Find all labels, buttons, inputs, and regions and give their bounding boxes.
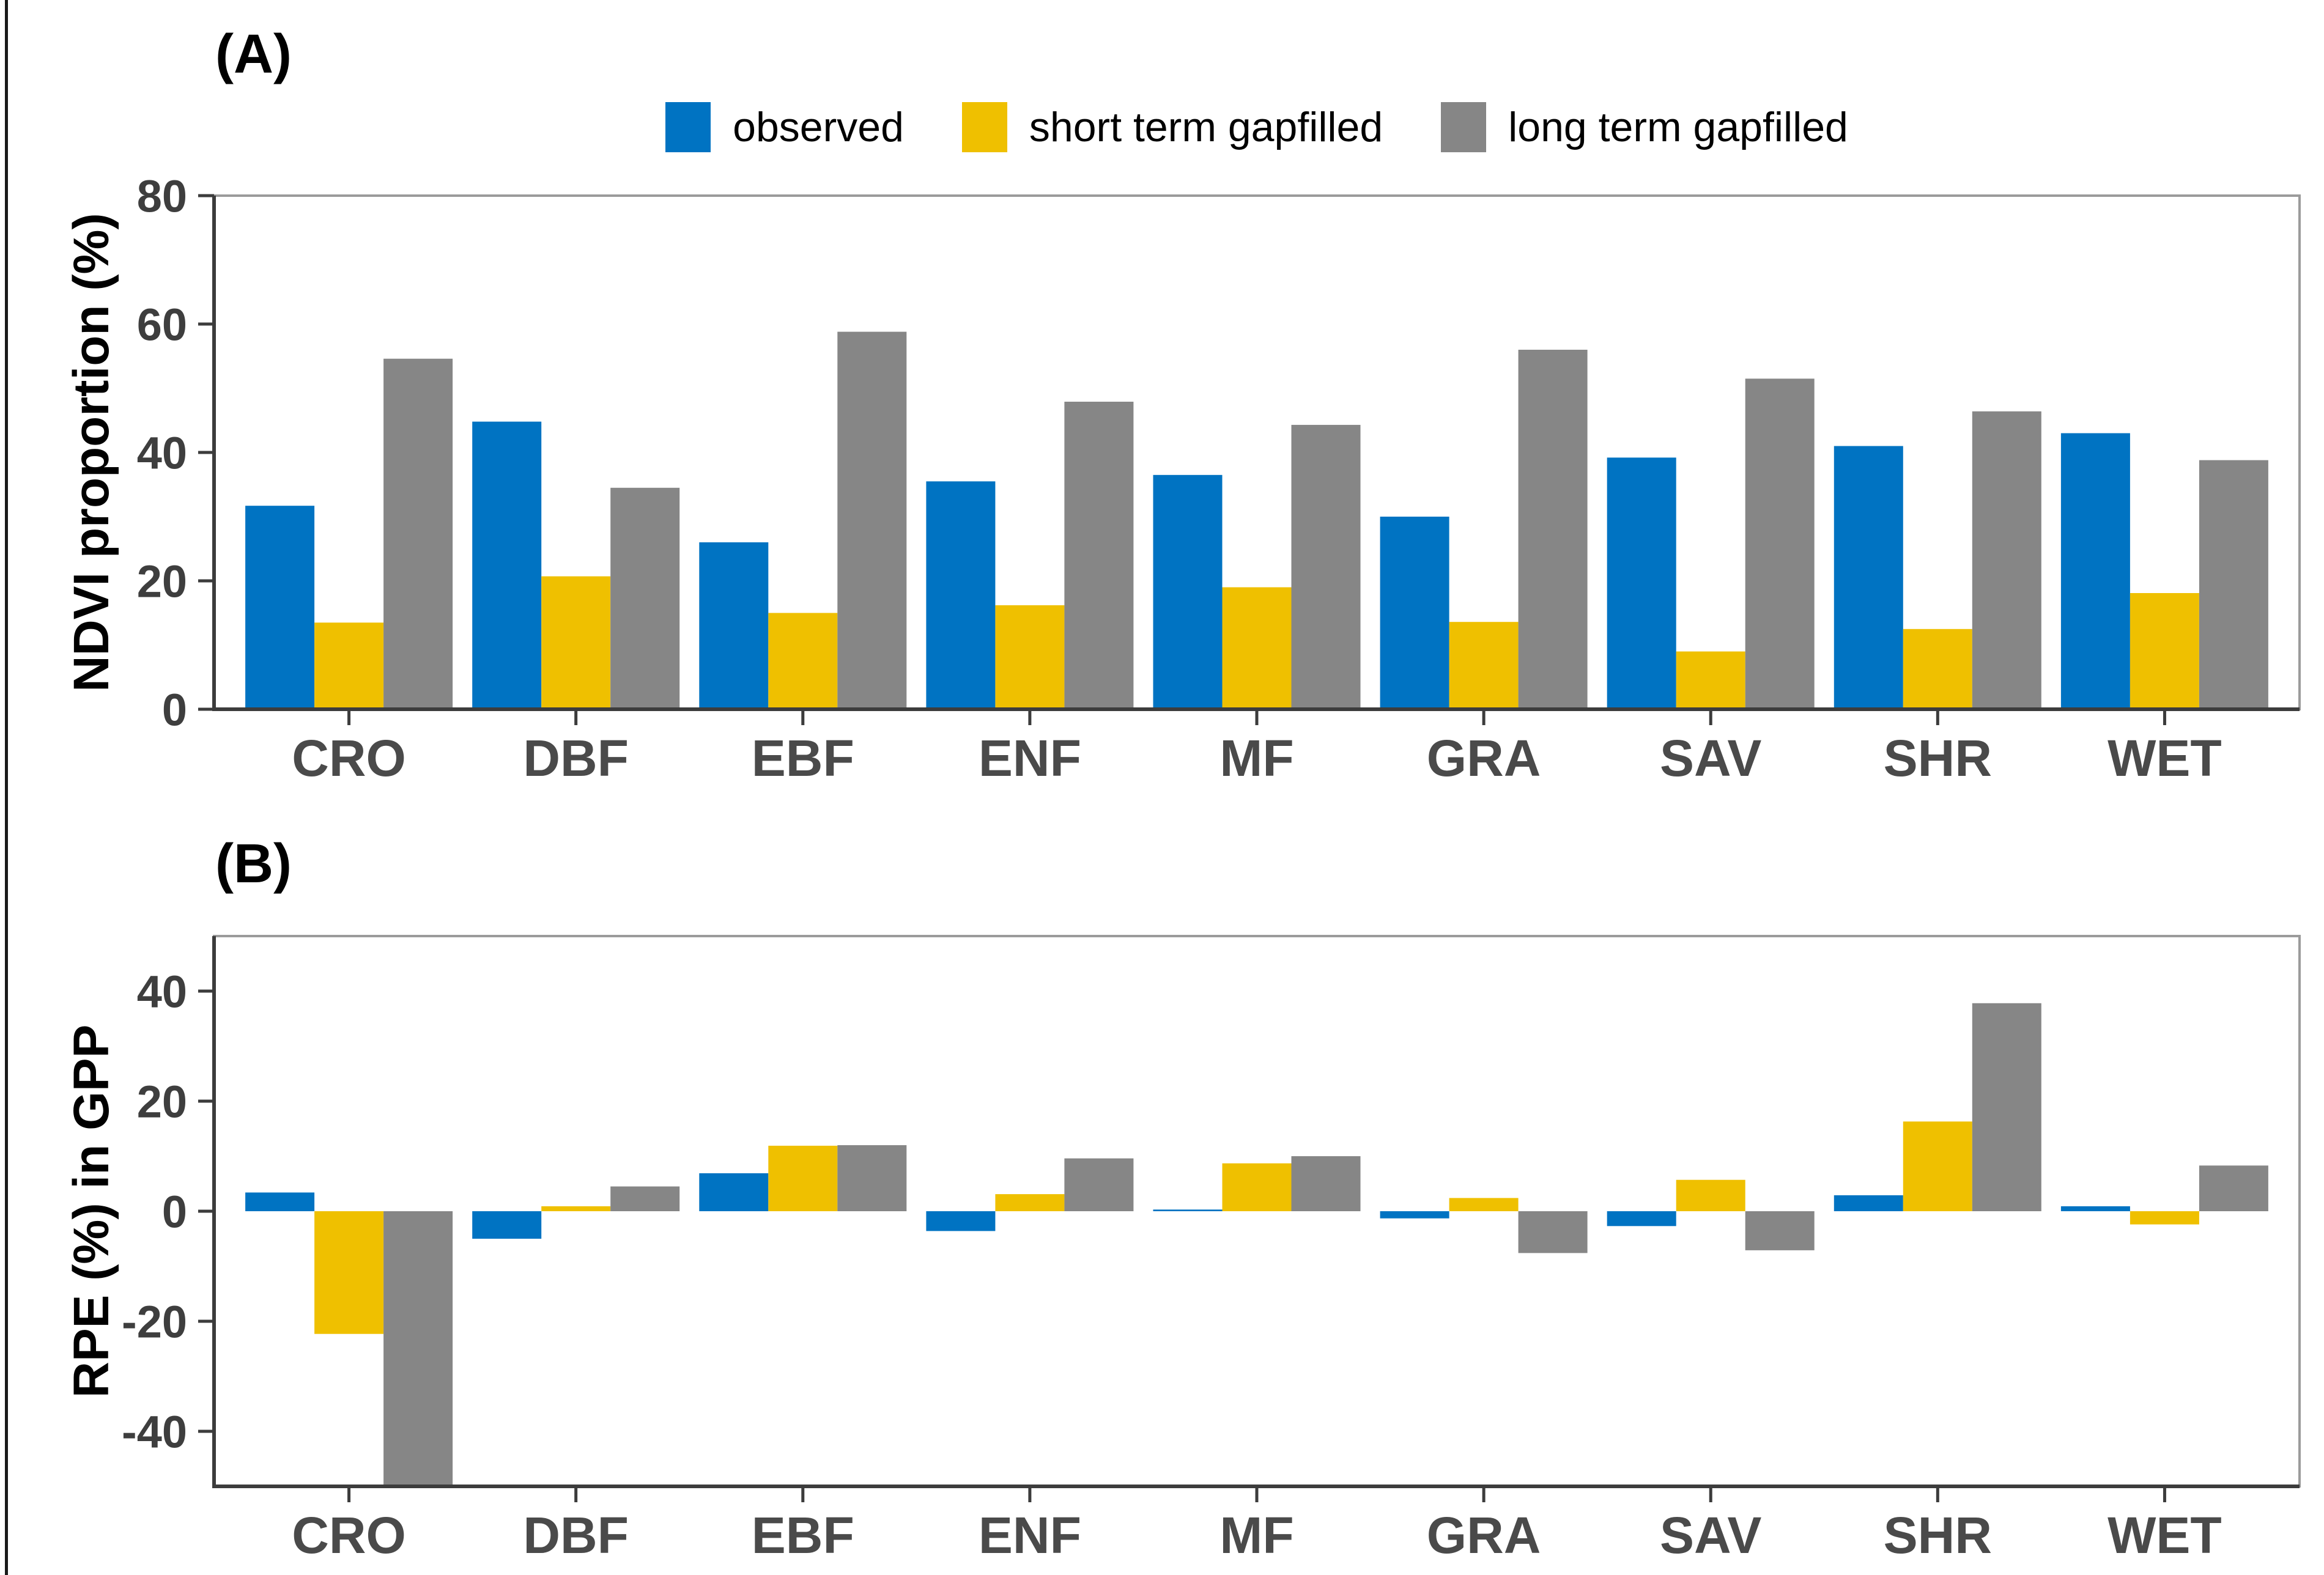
bar-A-DBF-observed xyxy=(472,421,542,709)
bar-B-CRO-short-term-gapfilled xyxy=(314,1211,384,1334)
panel-A-category-label-GRA: GRA xyxy=(1427,729,1541,787)
bar-A-EBF-short-term-gapfilled xyxy=(768,613,838,709)
bar-B-SHR-long-term-gapfilled xyxy=(1972,1003,2041,1211)
bar-A-SAV-short-term-gapfilled xyxy=(1676,651,1745,709)
bar-A-ENF-observed xyxy=(926,481,996,710)
panel-a-label: (A) xyxy=(215,24,292,85)
panel-A-category-label-MF: MF xyxy=(1219,729,1293,787)
bar-A-EBF-observed xyxy=(699,542,769,709)
bar-A-GRA-long-term-gapfilled xyxy=(1518,350,1588,709)
bar-A-DBF-short-term-gapfilled xyxy=(541,576,611,709)
bar-B-DBF-observed xyxy=(472,1211,542,1239)
bar-A-GRA-short-term-gapfilled xyxy=(1449,622,1519,709)
panel-B-category-label-CRO: CRO xyxy=(292,1507,406,1564)
bar-B-GRA-short-term-gapfilled xyxy=(1449,1198,1519,1211)
bar-B-SHR-short-term-gapfilled xyxy=(1903,1121,1972,1211)
bar-A-GRA-observed xyxy=(1380,517,1449,709)
bar-A-EBF-long-term-gapfilled xyxy=(837,331,907,709)
bar-A-CRO-short-term-gapfilled xyxy=(314,622,384,710)
bar-A-SHR-observed xyxy=(1834,446,1903,709)
panel-A-category-label-SHR: SHR xyxy=(1884,729,1992,787)
panel-B-category-label-DBF: DBF xyxy=(523,1507,629,1564)
panel-A-category-label-EBF: EBF xyxy=(752,729,854,787)
legend-swatch-observed xyxy=(665,102,711,152)
panel-A-category-label-WET: WET xyxy=(2108,729,2222,787)
bar-A-WET-observed xyxy=(2060,433,2130,709)
legend-swatch-short-term-gapfilled xyxy=(961,102,1007,152)
panel-B-category-label-GRA: GRA xyxy=(1427,1507,1541,1564)
bar-A-CRO-long-term-gapfilled xyxy=(383,358,453,709)
panel-A-y-tick-label: 0 xyxy=(162,685,187,736)
bar-A-MF-short-term-gapfilled xyxy=(1222,587,1292,709)
bar-A-ENF-long-term-gapfilled xyxy=(1064,402,1134,709)
legend-item-observed: observed xyxy=(665,102,904,152)
panel-A-category-label-ENF: ENF xyxy=(979,729,1081,787)
bar-B-MF-observed xyxy=(1153,1209,1223,1211)
panel-B-category-label-WET: WET xyxy=(2108,1507,2222,1564)
bar-B-DBF-short-term-gapfilled xyxy=(541,1206,611,1211)
panel-B-category-label-MF: MF xyxy=(1219,1507,1293,1564)
bar-A-DBF-long-term-gapfilled xyxy=(610,487,680,710)
legend-label-observed: observed xyxy=(733,104,904,150)
panel-B-category-label-EBF: EBF xyxy=(752,1507,854,1564)
panel-A-y-tick-label: 80 xyxy=(137,171,187,222)
bar-A-MF-long-term-gapfilled xyxy=(1291,424,1361,709)
bar-A-CRO-observed xyxy=(245,506,315,709)
legend-item-long-term-gapfilled: long term gapfilled xyxy=(1441,102,1848,152)
panel-B-y-tick-label: 20 xyxy=(137,1077,187,1127)
bar-B-WET-observed xyxy=(2060,1206,2130,1211)
panel-B-y-tick-label: 0 xyxy=(162,1187,187,1238)
panel-B-category-label-SAV: SAV xyxy=(1660,1507,1761,1564)
bar-A-SAV-long-term-gapfilled xyxy=(1745,378,1815,710)
bar-B-GRA-long-term-gapfilled xyxy=(1518,1211,1588,1253)
bar-B-MF-long-term-gapfilled xyxy=(1291,1156,1361,1211)
bar-B-MF-short-term-gapfilled xyxy=(1222,1163,1292,1211)
page-edge-rule xyxy=(5,0,8,1575)
legend-swatch-long-term-gapfilled xyxy=(1441,102,1487,152)
bar-B-WET-short-term-gapfilled xyxy=(2130,1211,2199,1225)
bar-B-ENF-observed xyxy=(926,1211,996,1231)
bar-B-GRA-observed xyxy=(1380,1211,1449,1219)
panel-A-category-label-DBF: DBF xyxy=(523,729,629,787)
legend: observed short term gapfilled long term ga… xyxy=(214,90,2300,164)
bar-A-ENF-short-term-gapfilled xyxy=(995,605,1065,709)
bar-A-WET-short-term-gapfilled xyxy=(2130,593,2199,709)
panel-B-category-label-SHR: SHR xyxy=(1884,1507,1992,1564)
panel-A-category-label-CRO: CRO xyxy=(292,729,406,787)
panel-A-y-tick-label: 40 xyxy=(137,428,187,479)
bar-B-CRO-observed xyxy=(245,1192,315,1211)
bar-B-EBF-observed xyxy=(699,1173,769,1211)
panel-B-y-tick-label: 40 xyxy=(137,967,187,1017)
legend-label-long-term-gapfilled: long term gapfilled xyxy=(1508,104,1848,150)
bar-B-ENF-short-term-gapfilled xyxy=(995,1194,1065,1211)
bar-A-SHR-long-term-gapfilled xyxy=(1972,411,2041,709)
bar-A-SAV-observed xyxy=(1607,457,1676,709)
bar-A-SHR-short-term-gapfilled xyxy=(1903,629,1972,710)
legend-item-short-term-gapfilled: short term gapfilled xyxy=(961,102,1383,152)
panel-B-y-tick-label: -40 xyxy=(122,1407,187,1458)
panel-b-label: (B) xyxy=(215,833,292,894)
bar-B-WET-long-term-gapfilled xyxy=(2199,1165,2268,1211)
panel-B-y-tick-label: -20 xyxy=(122,1297,187,1348)
bar-B-ENF-long-term-gapfilled xyxy=(1064,1158,1134,1211)
bar-B-SAV-observed xyxy=(1607,1211,1676,1226)
bar-B-EBF-long-term-gapfilled xyxy=(837,1145,907,1211)
bar-B-CRO-long-term-gapfilled xyxy=(383,1211,453,1486)
bar-B-EBF-short-term-gapfilled xyxy=(768,1145,838,1211)
bar-B-SAV-short-term-gapfilled xyxy=(1676,1179,1745,1211)
legend-label-short-term-gapfilled: short term gapfilled xyxy=(1029,104,1383,150)
panel-A-y-tick-label: 60 xyxy=(137,300,187,350)
panel-B-category-label-ENF: ENF xyxy=(979,1507,1081,1564)
panel-A-category-label-SAV: SAV xyxy=(1660,729,1761,787)
bar-B-DBF-long-term-gapfilled xyxy=(610,1186,680,1211)
bar-A-WET-long-term-gapfilled xyxy=(2199,460,2268,709)
bar-B-SAV-long-term-gapfilled xyxy=(1745,1211,1815,1250)
panel-A-y-tick-label: 20 xyxy=(137,556,187,607)
bar-B-SHR-observed xyxy=(1834,1195,1903,1211)
bar-A-MF-observed xyxy=(1153,474,1223,710)
